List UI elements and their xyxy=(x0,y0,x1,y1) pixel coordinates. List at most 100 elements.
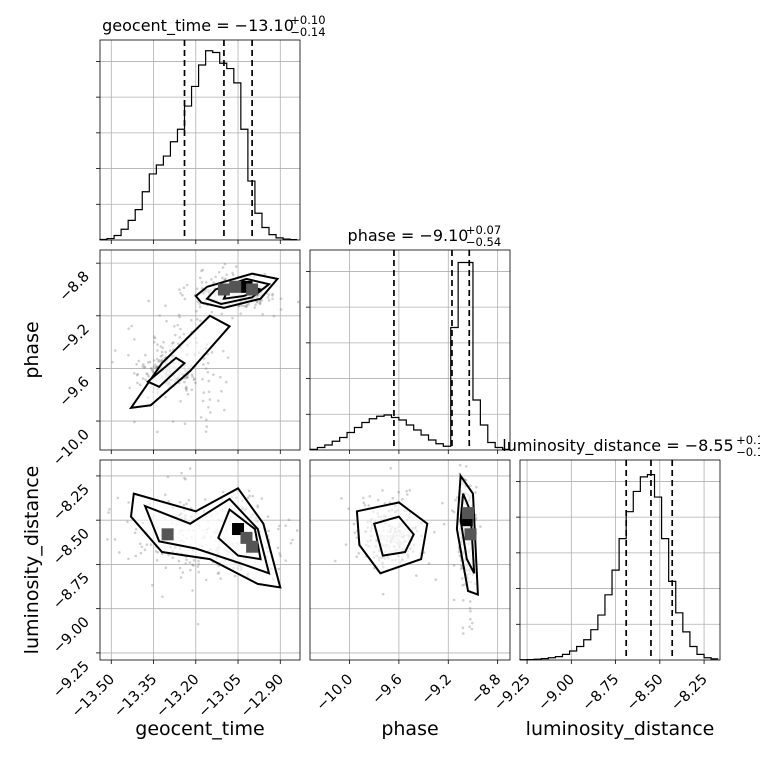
scatter-point xyxy=(161,595,164,598)
scatter-point xyxy=(156,349,159,352)
scatter-point xyxy=(164,304,167,307)
scatter-point xyxy=(204,578,208,582)
scatter-point xyxy=(204,281,208,284)
panel-title-sup: +0.12 xyxy=(736,433,760,447)
scatter-point xyxy=(205,425,209,428)
scatter-point xyxy=(198,305,202,309)
scatter-point xyxy=(202,357,206,360)
scatter-point xyxy=(455,496,459,499)
scatter-point xyxy=(224,380,228,384)
scatter-point xyxy=(113,349,117,352)
scatter-point xyxy=(231,273,235,277)
scatter-point xyxy=(266,515,270,518)
scatter-point xyxy=(376,498,380,502)
panel-title: luminosity_distance = −8.55 xyxy=(502,436,733,456)
scatter-point xyxy=(155,357,159,361)
scatter-point xyxy=(133,372,136,375)
scatter-point xyxy=(352,522,356,526)
scatter-point xyxy=(156,550,160,554)
scatter-point xyxy=(199,319,202,323)
scatter-point xyxy=(434,578,438,581)
scatter-point xyxy=(212,281,215,284)
scatter-point xyxy=(134,528,138,531)
scatter-point xyxy=(221,349,225,353)
scatter-point xyxy=(147,299,150,303)
panel-frame xyxy=(99,39,301,241)
scatter-point xyxy=(142,363,145,366)
scatter-point xyxy=(152,359,156,362)
scatter-point xyxy=(458,554,462,557)
scatter-point xyxy=(468,606,472,610)
scatter-point xyxy=(226,356,230,359)
scatter-point xyxy=(278,552,281,555)
scatter-point xyxy=(164,350,168,354)
scatter-point xyxy=(193,377,196,381)
scatter-point xyxy=(368,494,372,498)
scatter-point xyxy=(391,496,395,500)
scatter-point xyxy=(192,564,195,567)
scatter-point xyxy=(185,558,188,562)
panel-title-sup: +0.07 xyxy=(466,223,501,237)
scatter-point xyxy=(234,265,238,268)
scatter-point xyxy=(245,303,249,307)
scatter-point xyxy=(157,360,160,363)
x-axis-label-phase: phase xyxy=(381,718,438,740)
density-cell xyxy=(464,528,477,541)
scatter-point xyxy=(188,561,192,564)
scatter-point xyxy=(116,496,120,500)
scatter-point xyxy=(200,286,204,290)
scatter-point xyxy=(427,562,431,565)
scatter-point xyxy=(196,300,199,303)
panel-frame xyxy=(309,249,511,451)
panel-title: phase = −9.10 xyxy=(348,226,469,245)
scatter-point xyxy=(154,550,158,553)
scatter-point xyxy=(178,315,181,319)
scatter-point xyxy=(149,543,153,546)
scatter-point xyxy=(184,562,188,565)
panel-frame xyxy=(99,249,301,451)
scatter-point xyxy=(347,507,351,510)
y-tick-label: −8.8 xyxy=(57,269,93,305)
scatter-point xyxy=(192,559,196,562)
scatter-point xyxy=(200,280,204,284)
scatter-point xyxy=(209,278,213,281)
scatter-point xyxy=(194,381,197,385)
panel-title: geocent_time = −13.10 xyxy=(102,16,294,36)
scatter-point xyxy=(127,557,130,561)
scatter-point xyxy=(190,388,194,392)
scatter-point xyxy=(196,622,200,626)
y-tick-label: −9.00 xyxy=(50,614,93,657)
scatter-point xyxy=(202,363,205,366)
scatter-point xyxy=(479,525,482,528)
scatter-point xyxy=(133,420,136,424)
scatter-point xyxy=(145,543,149,546)
scatter-point xyxy=(130,324,133,328)
scatter-point xyxy=(185,385,188,389)
scatter-point xyxy=(460,577,464,580)
scatter-point xyxy=(220,312,224,316)
scatter-point xyxy=(138,383,142,387)
scatter-point xyxy=(441,501,444,505)
scatter-point xyxy=(186,392,190,396)
scatter-point xyxy=(178,336,182,339)
x-tick-label: −8.25 xyxy=(668,672,711,715)
scatter-point xyxy=(141,377,145,380)
scatter-point xyxy=(148,360,152,364)
scatter-point xyxy=(195,287,199,291)
scatter-point xyxy=(167,553,170,557)
scatter-point xyxy=(231,271,234,275)
scatter-point xyxy=(166,475,170,479)
scatter-point xyxy=(362,496,365,500)
scatter-point xyxy=(183,380,186,384)
scatter-point xyxy=(183,297,187,301)
scatter-point xyxy=(220,389,223,393)
scatter-point xyxy=(138,542,142,546)
scatter-point xyxy=(461,599,465,602)
scatter-point xyxy=(253,306,257,309)
scatter-point xyxy=(178,566,182,570)
scatter-point xyxy=(271,292,274,296)
scatter-point xyxy=(177,342,180,346)
x-tick-label: −12.90 xyxy=(238,672,287,721)
scatter-point xyxy=(271,294,274,297)
